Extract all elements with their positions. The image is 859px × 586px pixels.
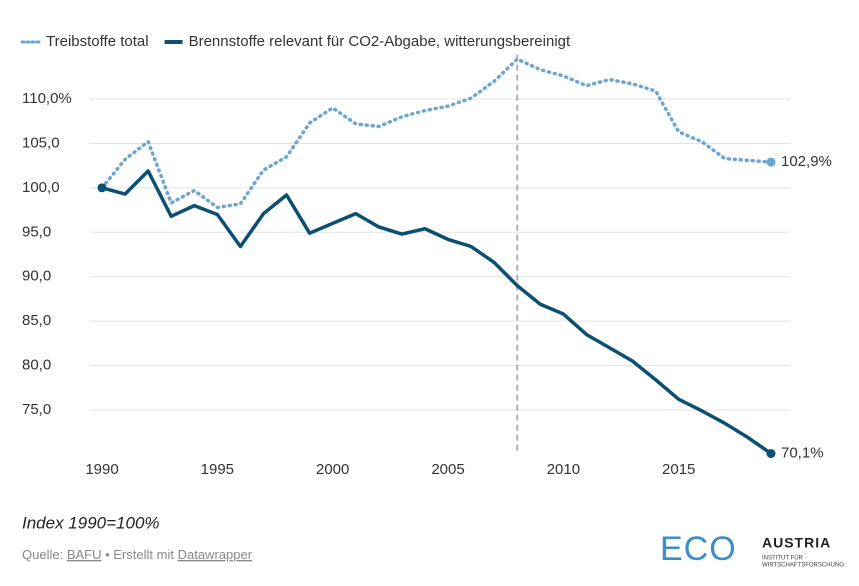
series-line	[100, 57, 773, 210]
y-tick-label: 75,0	[22, 401, 51, 418]
end-dot	[766, 449, 776, 459]
y-tick-label: 110,0%	[22, 90, 72, 107]
source-link[interactable]: BAFU	[67, 547, 102, 562]
x-tick-label: 2000	[316, 461, 349, 478]
source-middle: • Erstellt mit	[105, 547, 174, 562]
y-tick-label: 95,0	[22, 223, 51, 240]
logo-name: AUSTRIA	[762, 535, 831, 551]
legend-label: Brennstoffe relevant für CO2-Abgabe, wit…	[189, 33, 571, 50]
x-tick-label: 1990	[85, 461, 118, 478]
x-tick-label: 2015	[662, 461, 695, 478]
logo-mark: ECO	[660, 530, 737, 568]
start-dot	[97, 183, 107, 193]
y-tick-label: 85,0	[22, 312, 51, 329]
end-dot	[766, 157, 776, 167]
source-link[interactable]: Datawrapper	[178, 547, 253, 562]
value-label: 102,9%	[781, 153, 832, 170]
y-tick-label: 100,0	[22, 179, 60, 196]
y-tick-label: 90,0	[22, 268, 51, 285]
x-tick-label: 2010	[547, 461, 580, 478]
logo-line: INSTITUT FÜR	[762, 555, 804, 562]
x-tick-label: 2005	[431, 461, 464, 478]
value-label: 70,1%	[781, 444, 824, 461]
series-line	[100, 169, 773, 456]
source-prefix: Quelle:	[22, 547, 63, 562]
logo-line: WIRTSCHAFTSFORSCHUNG	[762, 563, 844, 569]
x-tick-label: 1995	[201, 461, 234, 478]
y-tick-label: 105,0	[22, 134, 60, 151]
y-tick-label: 80,0	[22, 357, 51, 374]
legend-label: Treibstoffe total	[46, 33, 149, 50]
note: Index 1990=100%	[22, 513, 160, 532]
source: Quelle: BAFU • Erstellt mit Datawrapper	[22, 547, 253, 562]
